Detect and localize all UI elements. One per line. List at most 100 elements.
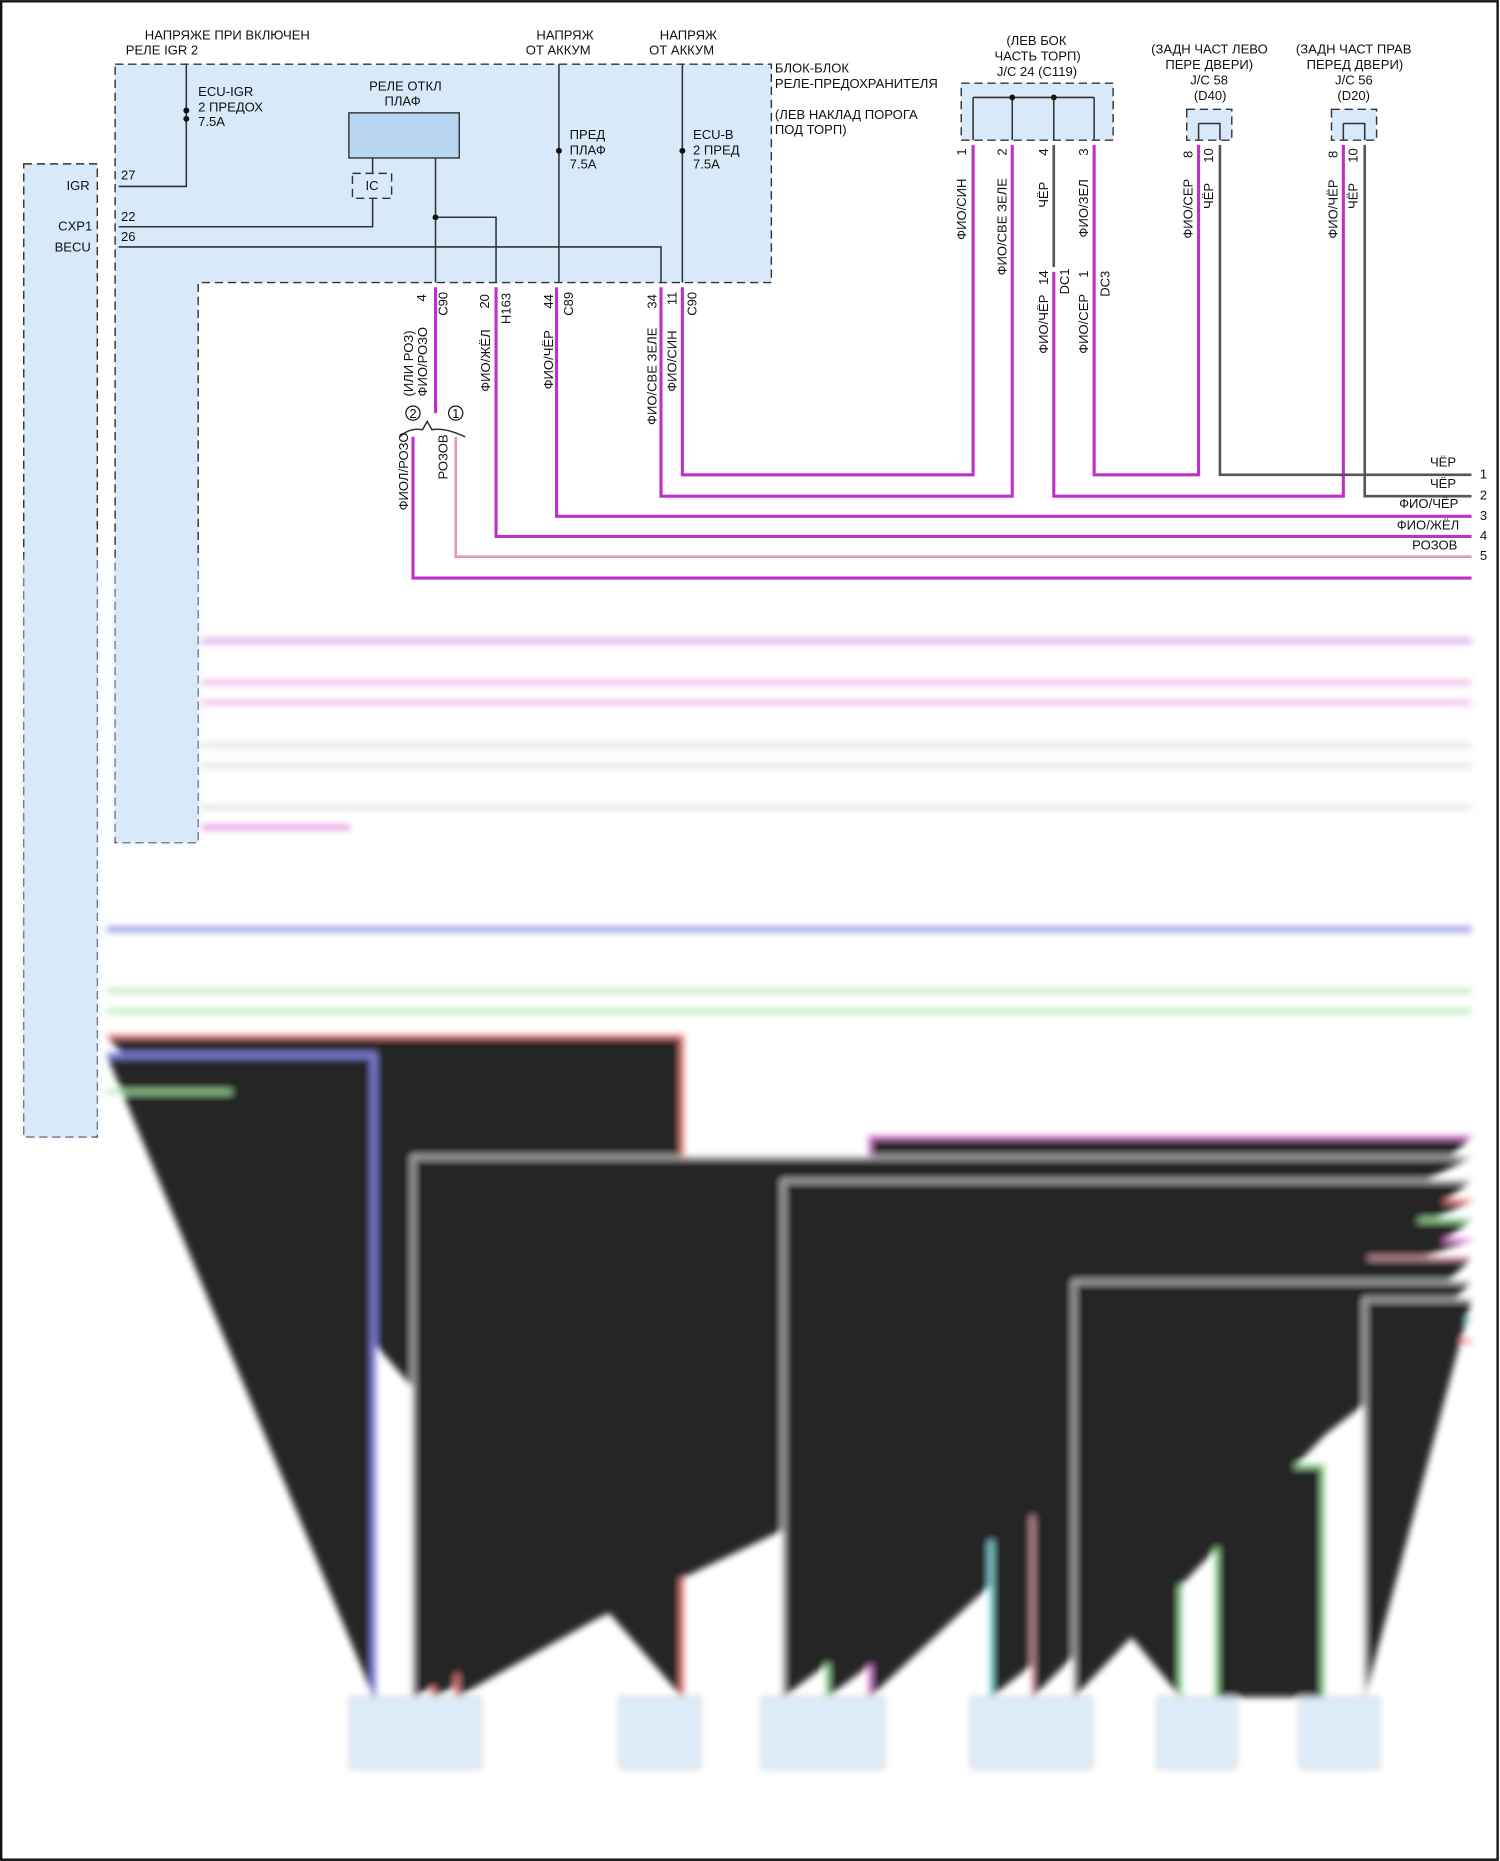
svg-text:ФИО/СИН: ФИО/СИН: [664, 330, 679, 391]
svg-text:ФИО/СВЕ ЗЕЛЕ: ФИО/СВЕ ЗЕЛЕ: [644, 327, 659, 425]
label: НАПРЯЖ: [536, 27, 593, 42]
svg-text:10: 10: [1346, 148, 1361, 163]
svg-text:ФИО/ЖЁЛ: ФИО/ЖЁЛ: [1397, 517, 1459, 532]
svg-text:C89: C89: [561, 292, 576, 316]
svg-text:DC1: DC1: [1057, 268, 1072, 294]
svg-text:(ИЛИ РОЗ): (ИЛИ РОЗ): [401, 330, 416, 396]
variant-markers: 2 1 ФИОЛ/РОЗО РОЗОВ: [396, 405, 464, 510]
internal-wiring: [118, 64, 1366, 283]
svg-text:C90: C90: [685, 292, 700, 316]
fuse-label: 7.5A: [570, 157, 597, 172]
svg-text:34: 34: [644, 294, 659, 309]
label: НАПРЯЖЕ ПРИ ВКЛЮЧЕН: [145, 27, 310, 42]
block-connector-labels: 4 C90 (ИЛИ РОЗ) ФИО/РОЗО 20 H163 ФИО/ЖЁЛ…: [401, 292, 700, 425]
svg-text:ФИО/СЕР: ФИО/СЕР: [1181, 178, 1196, 238]
svg-text:10: 10: [1201, 148, 1216, 163]
svg-text:(ЛЕВ БОК: (ЛЕВ БОК: [1006, 33, 1066, 48]
jc58: (ЗАДН ЧАСТ ЛЕВО ПЕРЕ ДВЕРИ) J/C 58 (D40)…: [1151, 42, 1268, 239]
svg-text:44: 44: [541, 294, 556, 309]
ecu-pin-igr: IGR: [66, 178, 89, 193]
svg-text:РОЗОВ: РОЗОВ: [435, 434, 450, 479]
svg-text:DC3: DC3: [1098, 271, 1113, 297]
label: ОТ АККУМ: [649, 43, 714, 58]
output-terminals: ЧЁР 1 ЧЁР 2 ФИО/ЧЁР 3 ФИО/ЖЁЛ 4 РОЗОВ 5: [1397, 454, 1487, 563]
svg-text:ФИО/ЧЁР: ФИО/ЧЁР: [1036, 294, 1051, 353]
svg-text:5: 5: [1480, 548, 1487, 563]
svg-text:8: 8: [1325, 151, 1340, 158]
svg-text:(ЗАДН ЧАСТ ЛЕВО: (ЗАДН ЧАСТ ЛЕВО: [1151, 42, 1268, 57]
svg-text:1: 1: [1480, 466, 1487, 481]
svg-text:ФИО/СВЕ ЗЕЛЕ: ФИО/СВЕ ЗЕЛЕ: [994, 178, 1009, 276]
relay-label: РЕЛЕ ОТКЛ: [369, 78, 442, 93]
svg-text:4: 4: [414, 294, 429, 301]
svg-text:ПЕРЕ ДВЕРИ): ПЕРЕ ДВЕРИ): [1165, 57, 1253, 72]
svg-text:J/C 56: J/C 56: [1335, 72, 1373, 87]
svg-text:14: 14: [1036, 270, 1051, 285]
svg-text:4: 4: [1480, 528, 1487, 543]
svg-text:20: 20: [477, 294, 492, 309]
block-location: ПОД ТОРП): [775, 122, 847, 137]
fuse-label: ПРЕД: [570, 127, 606, 142]
fuse-label: 7.5A: [198, 114, 225, 129]
ecu-pin-cxp1: CXP1: [58, 218, 92, 233]
svg-text:1: 1: [452, 406, 459, 421]
svg-text:ЧЁР: ЧЁР: [1430, 454, 1456, 469]
pin-number: 26: [121, 229, 136, 244]
label: ОТ АККУМ: [526, 43, 591, 58]
jc58-box: [1185, 108, 1233, 141]
svg-text:ЧЁР: ЧЁР: [1430, 476, 1456, 491]
relay-label: ПЛАФ: [384, 94, 420, 109]
fuse-label: 2 ПРЕДОХ: [198, 100, 263, 115]
svg-text:ФИОЛ/РОЗО: ФИОЛ/РОЗО: [396, 432, 411, 510]
svg-text:11: 11: [664, 292, 679, 306]
label: РЕЛЕ IGR 2: [126, 43, 198, 58]
svg-text:1: 1: [954, 148, 969, 155]
svg-text:ФИО/ЧЁР: ФИО/ЧЁР: [541, 330, 556, 389]
ic-label: IC: [366, 178, 379, 193]
svg-text:ФИО/ЖЁЛ: ФИО/ЖЁЛ: [478, 329, 493, 391]
svg-text:ПЕРЕД ДВЕРИ): ПЕРЕД ДВЕРИ): [1307, 57, 1404, 72]
svg-text:2: 2: [994, 148, 1009, 155]
jc56-box: [1330, 108, 1378, 141]
svg-text:(D20): (D20): [1337, 88, 1370, 103]
svg-text:ЧЁР: ЧЁР: [1036, 181, 1051, 207]
blurred-lower-section: [23, 557, 1472, 1769]
svg-text:J/C 24 (C119): J/C 24 (C119): [997, 64, 1077, 79]
svg-text:ЧАСТЬ ТОРП): ЧАСТЬ ТОРП): [994, 49, 1080, 64]
svg-text:РОЗОВ: РОЗОВ: [1412, 538, 1457, 553]
jc24: (ЛЕВ БОК ЧАСТЬ ТОРП) J/C 24 (C119) 1 ФИО…: [954, 33, 1113, 354]
svg-text:ФИО/СЕР: ФИО/СЕР: [1076, 294, 1091, 354]
svg-text:(ЗАДН ЧАСТ ПРАВ: (ЗАДН ЧАСТ ПРАВ: [1296, 42, 1412, 57]
svg-text:8: 8: [1181, 151, 1196, 158]
svg-text:ЧЁР: ЧЁР: [1201, 183, 1216, 209]
fuse-label: 2 ПРЕД: [693, 142, 740, 157]
svg-text:ЧЁР: ЧЁР: [1346, 183, 1361, 209]
svg-text:C90: C90: [435, 292, 450, 316]
label: НАПРЯЖ: [660, 27, 717, 42]
svg-text:2: 2: [1480, 488, 1487, 503]
ecu-pin-becu: BECU: [55, 240, 91, 255]
wires: [399, 144, 1472, 580]
svg-text:ФИО/ЧЁР: ФИО/ЧЁР: [1399, 496, 1458, 511]
block-location: (ЛЕВ НАКЛАД ПОРОГА: [775, 107, 918, 122]
dome-cut-relay: [348, 112, 460, 159]
svg-text:(D40): (D40): [1194, 88, 1227, 103]
svg-text:1: 1: [1076, 271, 1091, 278]
fuse-label: ECU-IGR: [198, 84, 253, 99]
jc56: (ЗАДН ЧАСТ ПРАВ ПЕРЕД ДВЕРИ) J/C 56 (D20…: [1296, 42, 1412, 239]
fuse-label: ПЛАФ: [570, 142, 606, 157]
pin-number: 22: [121, 209, 136, 224]
fuse-label: 7.5A: [693, 157, 720, 172]
svg-text:ФИО/ЧЁР: ФИО/ЧЁР: [1325, 179, 1340, 238]
svg-text:3: 3: [1076, 148, 1091, 155]
block-title: РЕЛЕ-ПРЕДОХРАНИТЕЛЯ: [775, 76, 938, 91]
svg-text:ФИО/РОЗО: ФИО/РОЗО: [415, 327, 430, 397]
block-title: БЛОК-БЛОК: [775, 61, 849, 76]
svg-text:ФИО/ЗЕЛ: ФИО/ЗЕЛ: [1076, 179, 1091, 237]
svg-text:ФИО/СИН: ФИО/СИН: [954, 179, 969, 240]
svg-text:H163: H163: [498, 293, 513, 324]
fuse-label: ECU-B: [693, 127, 734, 142]
svg-text:4: 4: [1036, 148, 1051, 155]
